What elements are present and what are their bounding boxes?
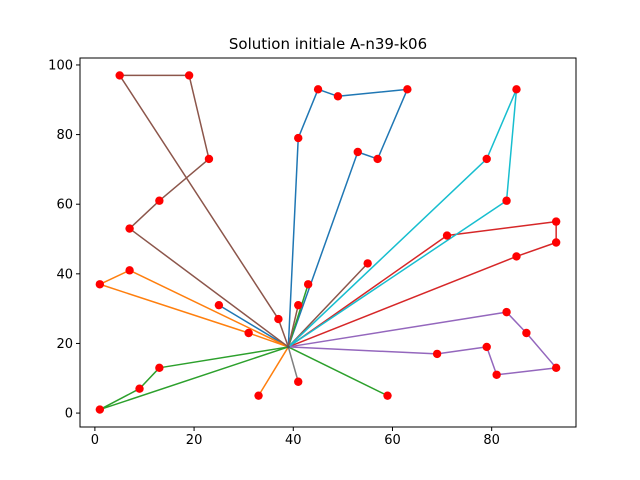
customer-point-11	[254, 391, 263, 400]
customer-point-16	[303, 280, 313, 289]
customer-point-6	[353, 147, 362, 157]
customer-point-28	[155, 196, 164, 205]
customer-point-19	[551, 238, 561, 247]
plot-frame	[79, 57, 577, 428]
points-layer	[95, 71, 561, 414]
customer-point-17	[442, 231, 452, 240]
y-tick-label-40: 40	[56, 267, 73, 282]
customer-point-30	[184, 71, 194, 80]
customer-point-23	[492, 370, 501, 379]
chart-title: Solution initiale A-n39-k06	[229, 35, 427, 53]
customer-point-34	[294, 300, 303, 310]
customer-point-18	[551, 217, 561, 226]
customer-point-9	[95, 280, 105, 289]
route-line-9	[288, 311, 557, 376]
depot-point	[286, 345, 290, 349]
customer-point-8	[125, 266, 134, 275]
customer-point-7	[214, 300, 224, 310]
y-tick-label-80: 80	[56, 128, 73, 143]
route-line-8	[287, 220, 557, 348]
x-tick-label-40: 40	[285, 433, 302, 448]
customer-point-25	[522, 328, 531, 338]
y-axis: 0 20 40 60 80 100	[48, 58, 80, 422]
customer-point-29	[204, 154, 214, 164]
x-tick-label-80: 80	[483, 433, 500, 448]
customer-point-38	[482, 154, 491, 164]
y-tick-label-100: 100	[48, 58, 73, 73]
customer-point-3	[333, 92, 343, 101]
customer-point-27	[125, 224, 134, 233]
y-tick-label-60: 60	[56, 198, 73, 213]
customer-point-24	[551, 363, 561, 373]
customer-point-10	[244, 328, 253, 338]
x-tick-label-60: 60	[384, 433, 401, 448]
customer-point-21	[432, 349, 442, 359]
customer-point-37	[512, 85, 521, 94]
customer-point-31	[115, 71, 124, 80]
x-axis: 0 20 40 60 80	[91, 427, 500, 448]
customer-point-15	[383, 391, 392, 400]
customer-point-12	[155, 363, 164, 373]
customer-point-32	[274, 314, 283, 324]
x-tick-label-20: 20	[186, 433, 203, 448]
customer-point-14	[95, 405, 105, 414]
customer-point-36	[502, 196, 511, 205]
x-tick-label-0: 0	[91, 433, 99, 448]
customer-point-22	[482, 342, 491, 352]
customer-point-1	[294, 133, 303, 143]
customer-point-5	[373, 154, 382, 164]
customer-point-13	[135, 384, 144, 393]
y-tick-label-20: 20	[56, 337, 73, 352]
customer-point-33	[363, 259, 372, 268]
customer-point-35	[294, 377, 303, 386]
route-line-10	[118, 74, 290, 348]
customer-point-2	[313, 85, 323, 94]
y-tick-label-0: 0	[65, 407, 73, 422]
customer-point-20	[512, 252, 521, 261]
customer-point-26	[502, 307, 511, 317]
customer-point-4	[403, 85, 412, 94]
